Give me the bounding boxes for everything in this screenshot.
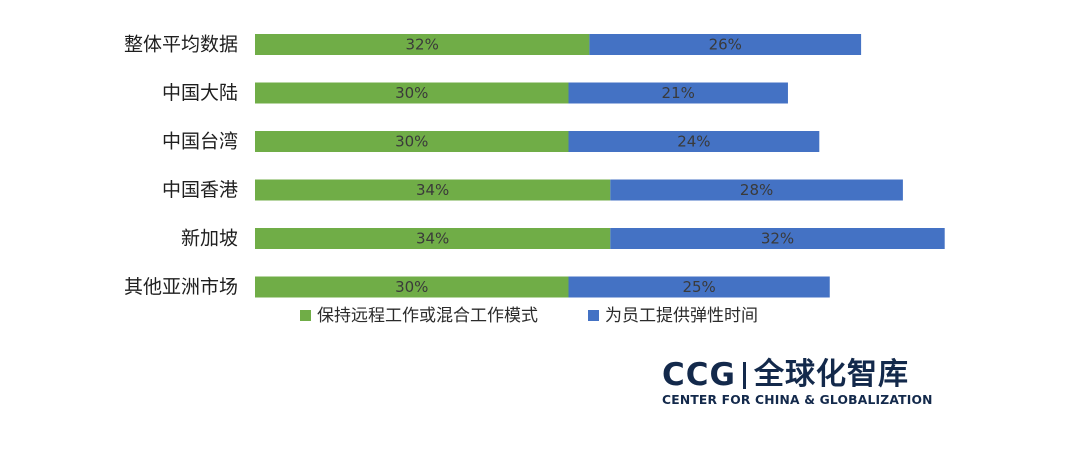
logo-divider xyxy=(742,361,746,389)
legend-label-series-1: 保持远程工作或混合工作模式 xyxy=(317,306,538,326)
data-label: 30% xyxy=(395,84,428,102)
category-label: 新加坡 xyxy=(181,228,238,250)
bar-segment-series-1 xyxy=(255,34,590,55)
bar-segment-series-2 xyxy=(568,131,820,152)
data-label: 28% xyxy=(740,181,773,199)
logo-english-name: CENTER FOR CHINA & GLOBALIZATION xyxy=(662,393,933,407)
data-label: 30% xyxy=(395,278,428,296)
category-label: 中国香港 xyxy=(162,179,238,201)
bar-segment-series-2 xyxy=(610,179,903,201)
stacked-bar-chart: 整体平均数据 32% 26% 中国大陆 30% 21% 中国台湾 30% 24% 中国香港 34% 2… xyxy=(124,34,945,326)
logo-main-row: CCG 全球化智库 xyxy=(662,357,962,393)
category-label: 整体平均数据 xyxy=(124,34,238,56)
data-label: 34% xyxy=(416,181,449,199)
legend-swatch-series-2 xyxy=(588,310,599,321)
category-label: 中国大陆 xyxy=(162,82,238,104)
legend-label-series-2: 为员工提供弹性时间 xyxy=(605,306,758,326)
legend-swatch-series-1 xyxy=(300,310,311,321)
bar-segment-series-2 xyxy=(568,276,830,298)
bar-segment-series-1 xyxy=(255,179,611,201)
ccg-logo: CCG 全球化智库 CENTER FOR CHINA & GLOBALIZATI… xyxy=(662,358,962,408)
data-label: 26% xyxy=(709,36,742,54)
data-label: 34% xyxy=(416,230,449,248)
data-label: 30% xyxy=(395,133,428,151)
bar-segment-series-1 xyxy=(255,131,569,152)
bar-segment-series-1 xyxy=(255,276,569,298)
bar-segment-series-2 xyxy=(589,34,862,55)
data-label: 32% xyxy=(406,36,439,54)
data-label: 21% xyxy=(662,84,695,102)
data-label: 24% xyxy=(677,133,710,151)
data-label: 32% xyxy=(761,230,794,248)
bar-segment-series-2 xyxy=(568,82,788,104)
category-label: 中国台湾 xyxy=(162,131,238,153)
data-label: 25% xyxy=(682,278,715,296)
logo-chinese-name: 全球化智库 xyxy=(753,357,909,392)
logo-abbr: CCG xyxy=(662,357,736,393)
bar-segment-series-1 xyxy=(255,228,611,249)
bar-segment-series-2 xyxy=(610,228,945,249)
bar-segment-series-1 xyxy=(255,82,569,104)
category-label: 其他亚洲市场 xyxy=(124,276,238,298)
